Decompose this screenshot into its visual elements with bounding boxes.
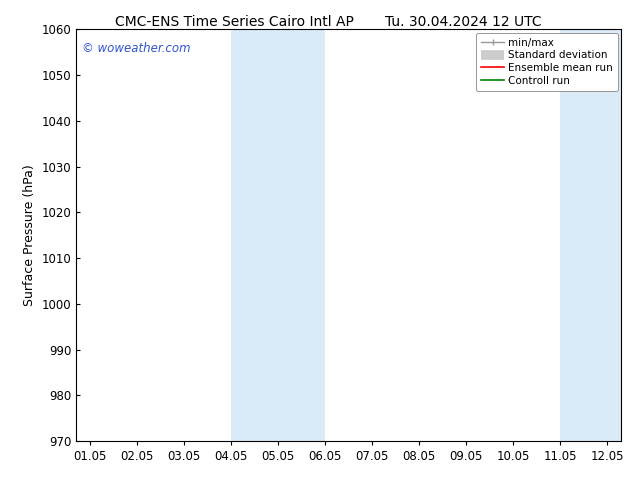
Text: © woweather.com: © woweather.com	[82, 42, 190, 55]
Y-axis label: Surface Pressure (hPa): Surface Pressure (hPa)	[23, 164, 36, 306]
Bar	[231, 29, 325, 441]
Bar	[560, 29, 631, 441]
Text: CMC-ENS Time Series Cairo Intl AP: CMC-ENS Time Series Cairo Intl AP	[115, 15, 354, 29]
Legend: min/max, Standard deviation, Ensemble mean run, Controll run: min/max, Standard deviation, Ensemble me…	[476, 32, 618, 91]
Text: Tu. 30.04.2024 12 UTC: Tu. 30.04.2024 12 UTC	[384, 15, 541, 29]
